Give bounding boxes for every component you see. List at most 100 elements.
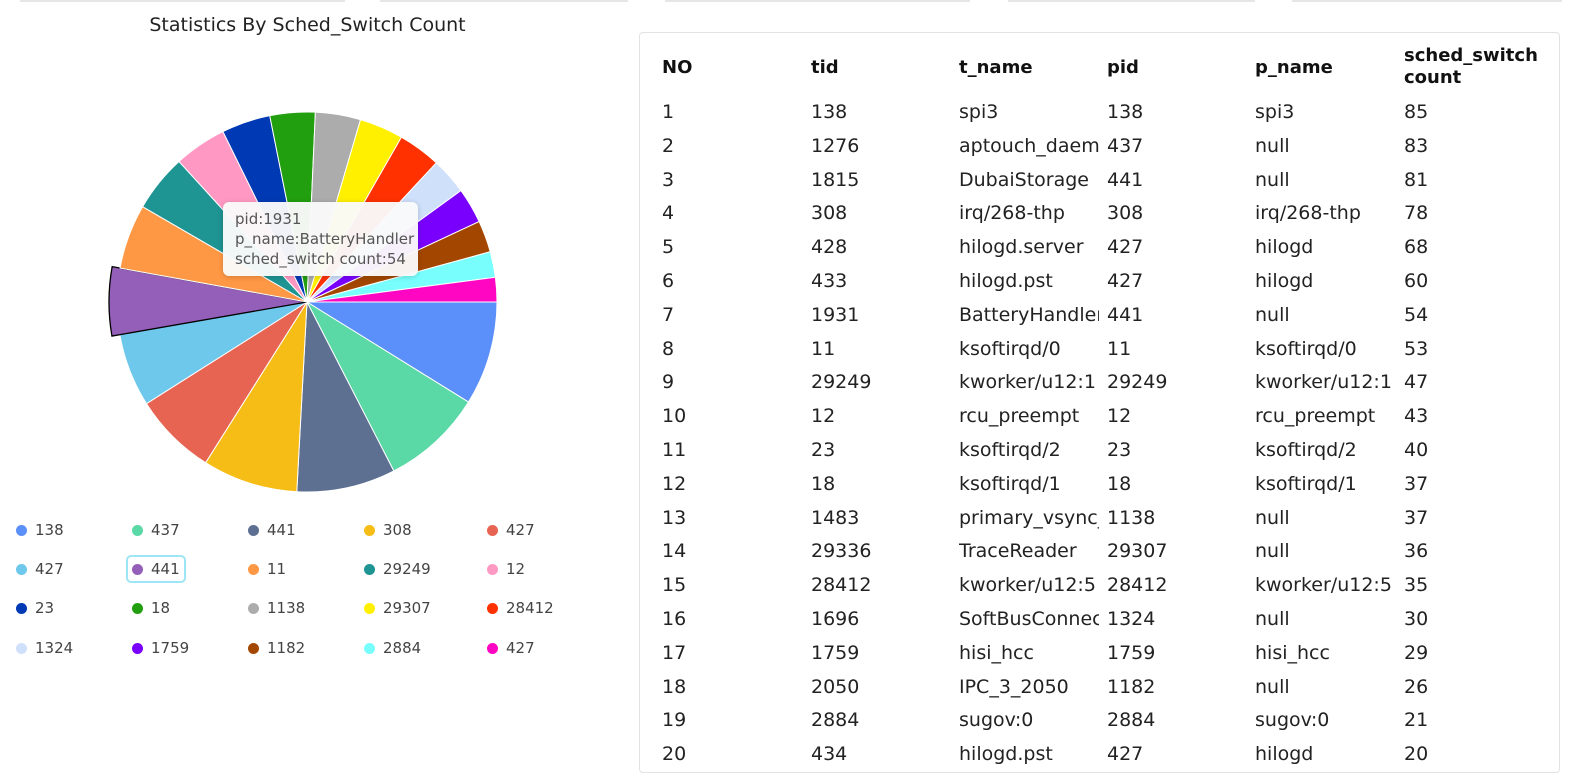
top-tab-strip-2	[380, 0, 628, 2]
table-row[interactable]: 11 23 ksoftirqd/2 23 ksoftirqd/2 40	[640, 434, 1559, 468]
header-t-name[interactable]: t_name	[959, 57, 1033, 78]
pie-slice[interactable]	[305, 300, 470, 472]
header-tid[interactable]: tid	[811, 57, 839, 78]
legend-item[interactable]: 29249	[360, 557, 435, 581]
cell-count: 47	[1404, 371, 1429, 394]
table-row[interactable]: 18 2050 IPC_3_2050 1182 null 26	[640, 671, 1559, 705]
legend-item[interactable]: 427	[483, 636, 539, 660]
legend-item[interactable]: 2884	[360, 636, 425, 660]
cell-tid: 29249	[811, 371, 872, 394]
top-tab-strip-3	[665, 0, 970, 2]
table-row[interactable]: 14 29336 TraceReader 29307 null 36	[640, 535, 1559, 569]
cell-tid: 1815	[811, 168, 860, 191]
top-tab-strip-5	[1292, 0, 1562, 2]
table-row[interactable]: 4 308 irq/268-thp 308 irq/268-thp 78	[640, 197, 1559, 231]
cell-p-name: ksoftirqd/2	[1255, 439, 1357, 461]
legend-item[interactable]: 441	[126, 555, 186, 583]
table-row[interactable]: 2 1276 aptouch_daem 437 null 83	[640, 130, 1559, 164]
cell-no: 17	[662, 641, 687, 664]
header-p-name[interactable]: p_name	[1255, 57, 1333, 78]
legend-item[interactable]: 11	[244, 557, 290, 581]
cell-no: 4	[662, 202, 675, 225]
pie-chart	[108, 111, 498, 493]
cell-count: 21	[1404, 709, 1429, 732]
table-row[interactable]: 7 1931 BatteryHandler 441 null 54	[640, 299, 1559, 333]
table-header: NO tid t_name pid p_name sched_switch co…	[640, 43, 1559, 93]
legend-item[interactable]: 29307	[360, 596, 435, 620]
table-row[interactable]: 13 1483 primary_vsync_ 1138 null 37	[640, 502, 1559, 536]
pie-slice[interactable]	[305, 301, 498, 403]
table-row[interactable]: 16 1696 SoftBusConnec 1324 null 30	[640, 603, 1559, 637]
cell-no: 16	[662, 608, 687, 630]
table-row[interactable]: 17 1759 hisi_hcc 1759 hisi_hcc 29	[640, 637, 1559, 671]
table-row[interactable]: 15 28412 kworker/u12:5 28412 kworker/u12:5 35	[640, 569, 1559, 603]
legend-label: 138	[35, 521, 64, 539]
table-row[interactable]: 1 138 spi3 138 spi3 85	[640, 96, 1559, 130]
legend-color-dot	[16, 524, 27, 536]
legend-color-dot	[364, 602, 375, 614]
legend-item[interactable]: 427	[483, 518, 539, 542]
legend-item[interactable]: 437	[128, 518, 184, 542]
legend-item[interactable]: 1759	[128, 636, 193, 660]
legend-label: 427	[506, 521, 535, 539]
legend-label: 427	[506, 639, 535, 657]
cell-count: 30	[1404, 608, 1429, 630]
pie-slice[interactable]	[296, 300, 395, 493]
table-row[interactable]: 9 29249 kworker/u12:1 29249 kworker/u12:1 47	[640, 366, 1559, 400]
table-row[interactable]: 5 428 hilogd.server 427 hilogd 68	[640, 231, 1559, 265]
legend-item[interactable]: 1138	[244, 596, 309, 620]
legend-item[interactable]: 1324	[12, 636, 77, 660]
legend-label: 308	[383, 521, 412, 539]
cell-no: 12	[662, 472, 687, 495]
legend-item[interactable]: 427	[12, 557, 68, 581]
cell-count: 53	[1404, 337, 1429, 360]
cell-count: 85	[1404, 101, 1429, 123]
legend-item[interactable]: 308	[360, 518, 416, 542]
pie-slice[interactable]	[306, 276, 498, 303]
table-row[interactable]: 3 1815 DubaiStorage 441 null 81	[640, 164, 1559, 198]
cell-tid: 1759	[811, 641, 860, 664]
cell-t-name: IPC_3_2050	[959, 675, 1069, 698]
pie-slice[interactable]	[204, 300, 308, 493]
cell-t-name: kworker/u12:5	[959, 574, 1096, 597]
cell-p-name: null	[1255, 506, 1290, 529]
table-row[interactable]: 12 18 ksoftirqd/1 18 ksoftirqd/1 37	[640, 468, 1559, 502]
pie-slice[interactable]	[108, 265, 308, 337]
legend-item[interactable]: 1182	[244, 636, 309, 660]
header-no[interactable]: NO	[662, 57, 693, 78]
table-row[interactable]: 20 434 hilogd.pst 427 hilogd 20	[640, 738, 1559, 772]
legend-item[interactable]: 18	[128, 596, 174, 620]
table-row[interactable]: 8 11 ksoftirqd/0 11 ksoftirqd/0 53	[640, 333, 1559, 367]
cell-count: 60	[1404, 270, 1429, 292]
legend-item[interactable]: 23	[12, 596, 58, 620]
cell-t-name: hilogd.server	[959, 236, 1084, 259]
header-sched-switch-count[interactable]: sched_switch count	[1404, 45, 1538, 88]
legend-label: 441	[267, 521, 296, 539]
cell-p-name: hilogd	[1255, 270, 1314, 292]
cell-tid: 308	[811, 202, 848, 225]
table-row[interactable]: 10 12 rcu_preempt 12 rcu_preempt 43	[640, 400, 1559, 434]
cell-pid: 29249	[1107, 371, 1168, 394]
cell-tid: 1276	[811, 134, 860, 157]
cell-tid: 1931	[811, 303, 860, 326]
cell-no: 2	[662, 134, 675, 157]
legend-item[interactable]: 12	[483, 557, 529, 581]
cell-pid: 29307	[1107, 540, 1168, 563]
legend-item[interactable]: 28412	[483, 596, 558, 620]
table-row[interactable]: 19 2884 sugov:0 2884 sugov:0 21	[640, 704, 1559, 738]
cell-p-name: null	[1255, 134, 1290, 157]
cell-tid: 433	[811, 270, 848, 292]
table-row[interactable]: 6 433 hilogd.pst 427 hilogd 60	[640, 265, 1559, 299]
cell-p-name: kworker/u12:1	[1255, 371, 1392, 394]
legend-color-dot	[16, 602, 27, 614]
cell-no: 10	[662, 405, 687, 428]
cell-pid: 11	[1107, 337, 1132, 360]
legend-color-dot	[487, 602, 498, 614]
cell-p-name: spi3	[1255, 101, 1295, 123]
legend-item[interactable]: 138	[12, 518, 68, 542]
cell-no: 5	[662, 236, 675, 259]
legend-item[interactable]: 441	[244, 518, 300, 542]
header-pid[interactable]: pid	[1107, 57, 1139, 78]
cell-tid: 28412	[811, 574, 872, 597]
cell-t-name: hilogd.pst	[959, 270, 1053, 292]
